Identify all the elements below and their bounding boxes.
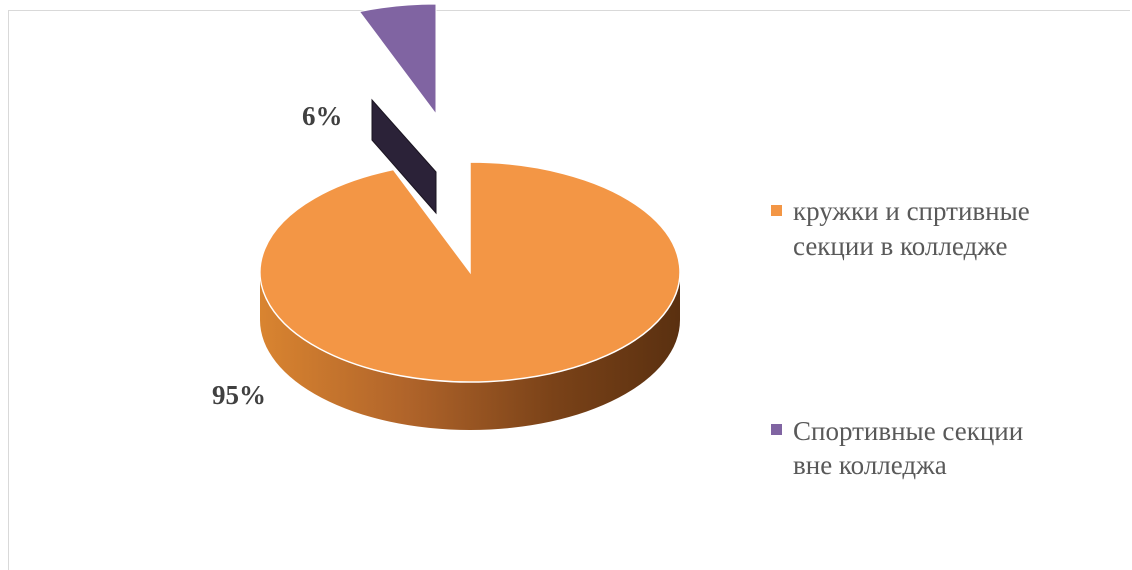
pie-slice-2 — [358, 3, 437, 116]
legend-marker-orange — [771, 205, 782, 216]
data-label-95: 95% — [212, 380, 266, 410]
pie-slice-side-2 — [371, 98, 437, 215]
data-label-6: 6% — [302, 101, 343, 131]
pie-slice-1 — [259, 161, 681, 383]
legend-entry-2-line-2: вне колледжа — [793, 450, 947, 480]
pie-slice-side-1 — [260, 272, 680, 430]
legend: кружки и спртивные секции в колледже Спо… — [771, 196, 1030, 480]
chart-frame — [8, 10, 1130, 570]
legend-entry-1-line-1: кружки и спртивные — [793, 196, 1030, 226]
legend-marker-purple — [771, 424, 782, 435]
legend-entry-2-line-1: Спортивные секции — [793, 416, 1023, 446]
legend-entry-1-line-2: секции в колледже — [793, 231, 1008, 261]
